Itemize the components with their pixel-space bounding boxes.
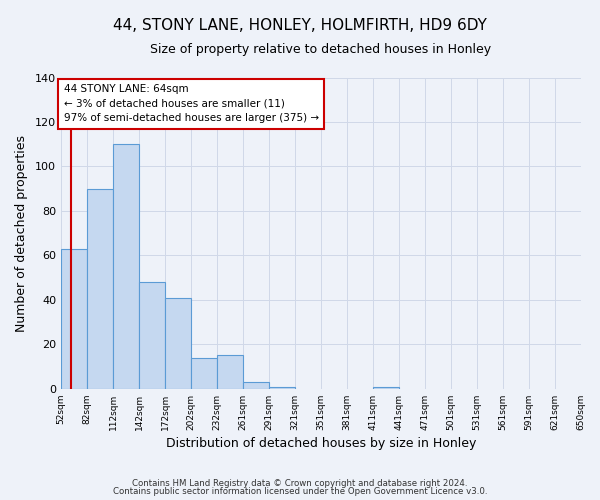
- Y-axis label: Number of detached properties: Number of detached properties: [15, 134, 28, 332]
- Bar: [217, 356, 242, 389]
- Text: 44, STONY LANE, HONLEY, HOLMFIRTH, HD9 6DY: 44, STONY LANE, HONLEY, HOLMFIRTH, HD9 6…: [113, 18, 487, 32]
- Text: Contains public sector information licensed under the Open Government Licence v3: Contains public sector information licen…: [113, 487, 487, 496]
- Bar: [87, 188, 113, 389]
- Bar: [191, 358, 217, 389]
- Bar: [373, 386, 399, 389]
- Bar: [269, 386, 295, 389]
- Text: Contains HM Land Registry data © Crown copyright and database right 2024.: Contains HM Land Registry data © Crown c…: [132, 478, 468, 488]
- Text: 44 STONY LANE: 64sqm
← 3% of detached houses are smaller (11)
97% of semi-detach: 44 STONY LANE: 64sqm ← 3% of detached ho…: [64, 84, 319, 124]
- Bar: [113, 144, 139, 389]
- Bar: [242, 382, 269, 389]
- X-axis label: Distribution of detached houses by size in Honley: Distribution of detached houses by size …: [166, 437, 476, 450]
- Bar: [139, 282, 165, 389]
- Bar: [165, 298, 191, 389]
- Title: Size of property relative to detached houses in Honley: Size of property relative to detached ho…: [150, 42, 491, 56]
- Bar: [61, 248, 87, 389]
